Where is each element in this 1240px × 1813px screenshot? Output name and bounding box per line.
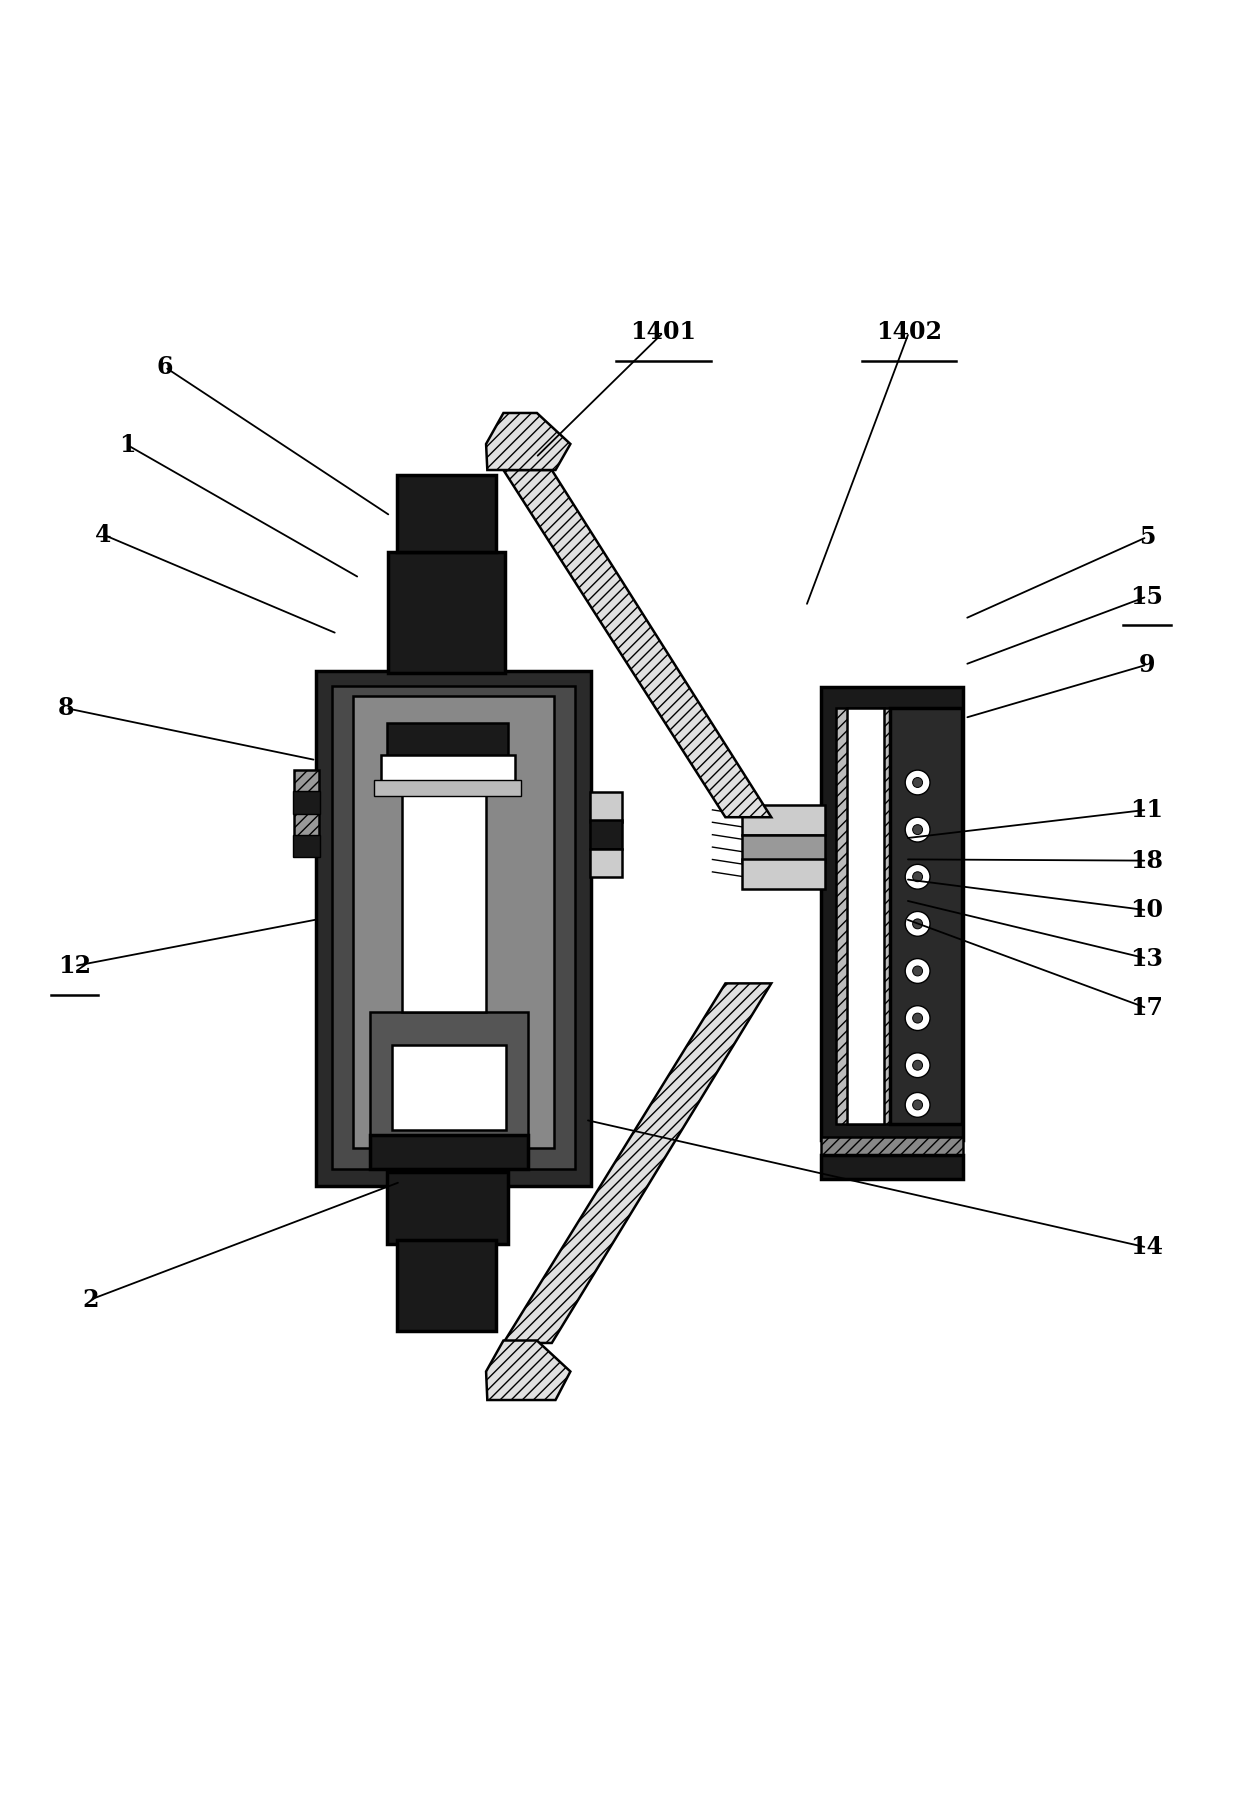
Bar [821,1137,963,1157]
Bar [847,709,884,1124]
Bar [821,1155,963,1178]
Bar [590,819,622,850]
Bar [402,745,486,1012]
Bar [397,1240,496,1331]
Text: 6: 6 [156,355,174,379]
Circle shape [913,1013,923,1023]
Text: 1: 1 [119,433,136,457]
Polygon shape [503,983,771,1343]
Circle shape [913,1061,923,1070]
Circle shape [905,771,930,794]
Text: 1401: 1401 [630,321,697,344]
Bar [742,805,825,834]
Bar [392,1046,506,1129]
Circle shape [905,959,930,983]
Circle shape [905,912,930,936]
Bar [370,1135,528,1169]
Bar [590,792,622,821]
Bar [387,723,508,758]
Circle shape [905,865,930,888]
Circle shape [905,1006,930,1030]
Text: 10: 10 [1131,897,1163,923]
Polygon shape [486,1340,570,1400]
Text: 4: 4 [94,522,112,546]
Text: 18: 18 [1131,848,1163,872]
Bar [374,780,521,796]
Text: 8: 8 [57,696,74,720]
Bar [293,790,320,814]
Bar [890,709,962,1124]
Bar [293,834,320,858]
Text: 12: 12 [58,954,91,977]
Circle shape [905,1093,930,1117]
Polygon shape [503,470,771,818]
Circle shape [905,1053,930,1077]
Circle shape [905,818,930,841]
Bar [387,1171,508,1244]
Text: 5: 5 [1138,526,1156,549]
Text: 14: 14 [1131,1235,1163,1260]
Text: 9: 9 [1138,653,1156,676]
Bar [316,671,591,1186]
Bar [590,850,622,877]
Circle shape [913,872,923,881]
Bar [370,1012,528,1137]
Text: 17: 17 [1131,995,1163,1021]
Bar [821,687,963,1140]
Bar [332,685,575,1169]
Text: 2: 2 [82,1287,99,1311]
Text: 15: 15 [1131,584,1163,609]
Text: 13: 13 [1131,946,1163,970]
Bar [836,709,898,1124]
Circle shape [913,1100,923,1110]
Bar [353,696,554,1148]
Bar [388,551,505,673]
Circle shape [913,919,923,928]
Bar [742,859,825,888]
Bar [381,756,515,783]
Text: 11: 11 [1131,798,1163,821]
Text: 1402: 1402 [875,321,942,344]
Circle shape [913,966,923,975]
Bar [397,475,496,551]
Bar [294,771,319,854]
Circle shape [913,825,923,834]
Bar [742,834,825,861]
Polygon shape [486,413,570,470]
Circle shape [913,778,923,787]
